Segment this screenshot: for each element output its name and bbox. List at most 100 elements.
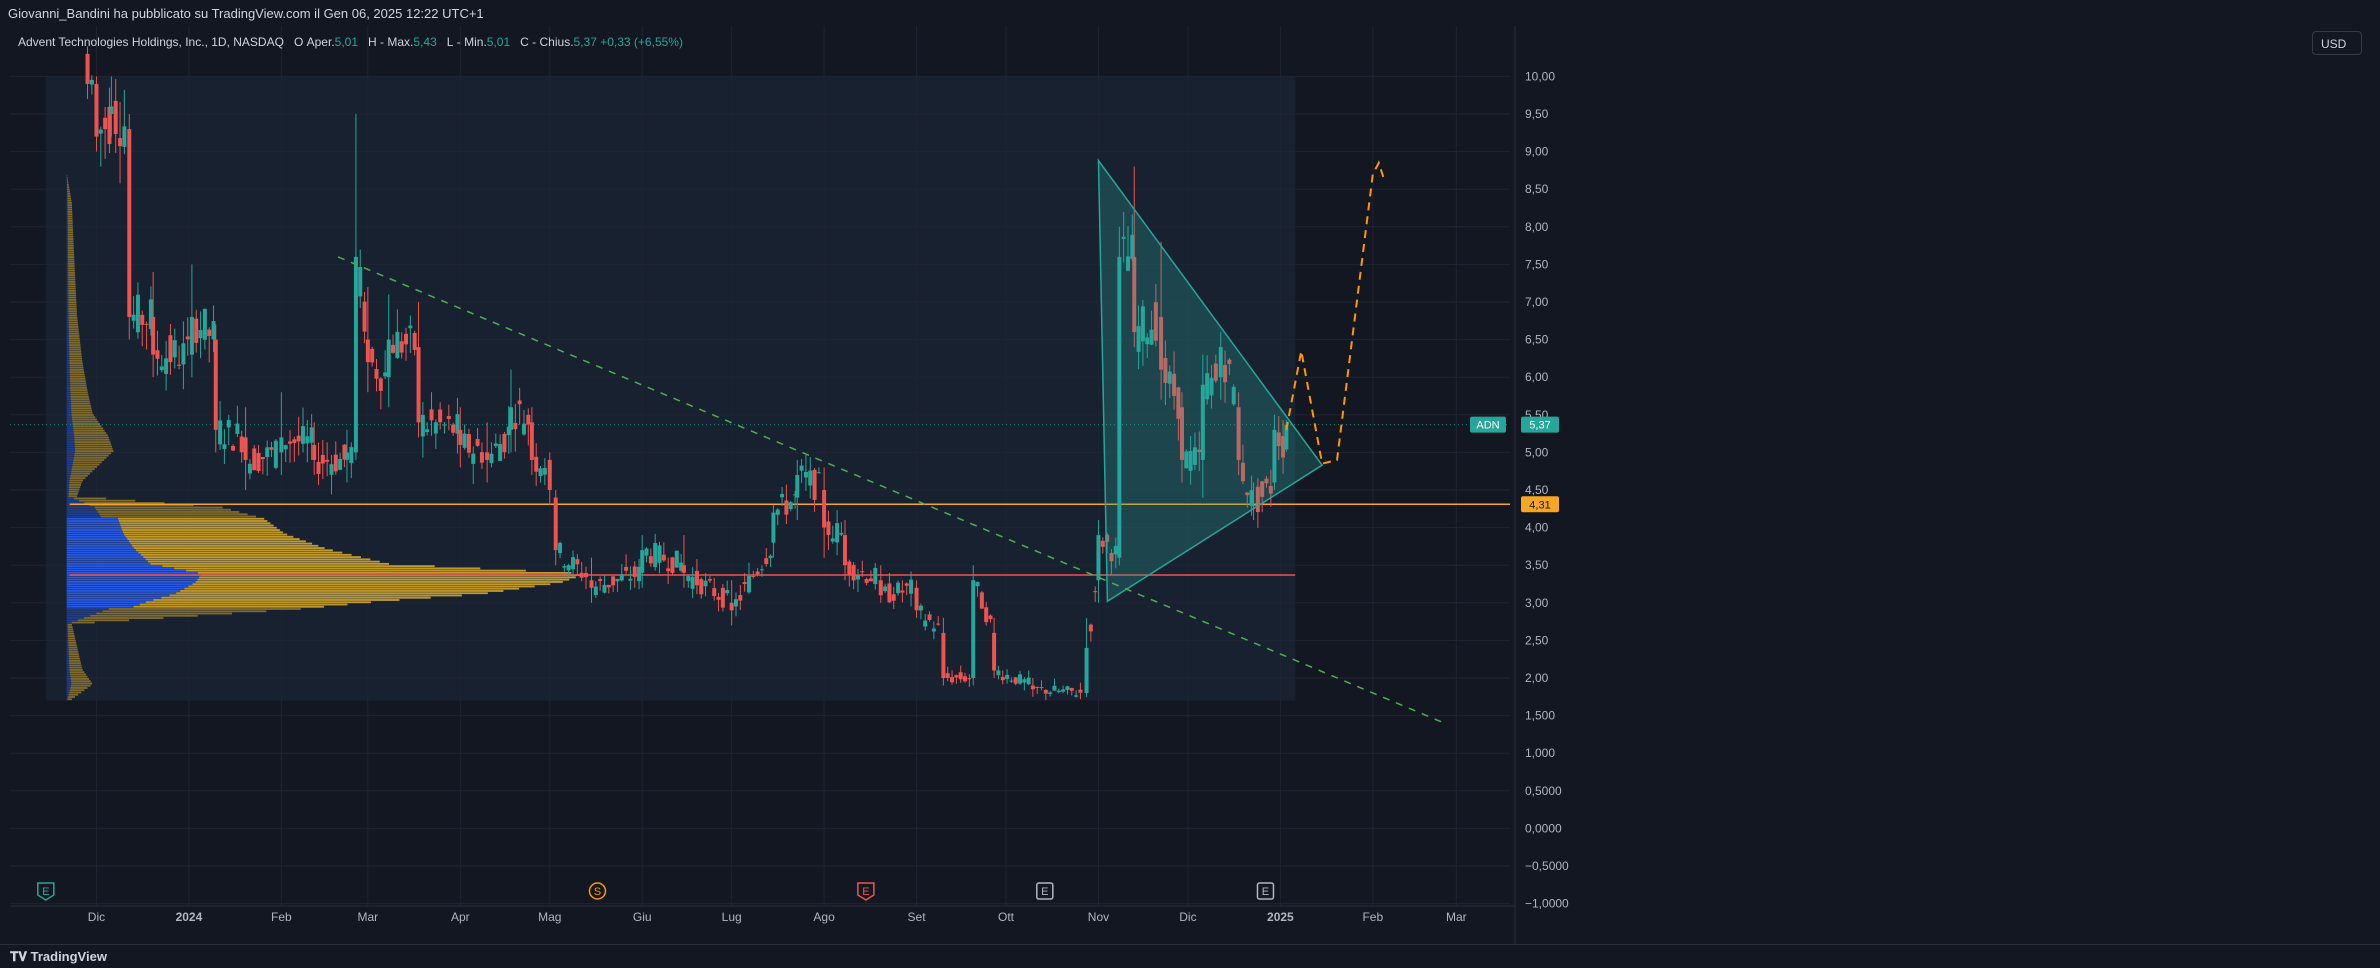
candle-body bbox=[892, 594, 896, 600]
volume-profile-bar-sell bbox=[70, 671, 84, 673]
candle-body bbox=[109, 106, 113, 114]
volume-profile-bar-sell bbox=[68, 222, 73, 224]
volume-profile-bar-buy bbox=[67, 362, 70, 364]
volume-profile-bar-sell bbox=[132, 545, 318, 547]
candle-body bbox=[430, 409, 434, 420]
candle-body bbox=[1040, 687, 1044, 688]
volume-profile-bar-sell bbox=[69, 344, 80, 346]
volume-profile-bar-buy bbox=[67, 464, 73, 466]
low-prefix: Min. bbox=[464, 35, 487, 49]
volume-profile-bar-buy bbox=[67, 234, 68, 236]
volume-profile-bar-sell bbox=[69, 653, 79, 655]
volume-profile-bar-buy bbox=[67, 209, 68, 211]
volume-profile-bar-buy bbox=[67, 543, 131, 545]
volume-profile-bar-buy bbox=[67, 213, 68, 215]
candle-body bbox=[708, 579, 712, 581]
volume-profile-bar-buy bbox=[67, 651, 69, 653]
volume-profile-bar-buy bbox=[67, 401, 71, 403]
volume-profile-bar-buy bbox=[67, 579, 198, 581]
y-tick-label: 4,00 bbox=[1525, 521, 1549, 535]
candle-body bbox=[860, 571, 864, 572]
candle-body bbox=[438, 410, 442, 423]
volume-profile-bar-sell bbox=[153, 599, 399, 601]
candle-body bbox=[518, 401, 522, 405]
volume-profile-bar-sell bbox=[70, 479, 83, 481]
candle-body bbox=[804, 472, 808, 478]
candle-body bbox=[305, 436, 309, 443]
low-letter: L bbox=[447, 35, 454, 49]
volume-profile-bar-buy bbox=[67, 615, 91, 617]
volume-profile-bar-sell bbox=[134, 547, 325, 549]
volume-profile-bar-sell bbox=[71, 394, 89, 396]
volume-profile-bar-buy bbox=[67, 227, 68, 229]
volume-profile-bar-buy bbox=[67, 538, 128, 540]
candle-body bbox=[310, 427, 314, 442]
volume-profile-bar-buy bbox=[67, 676, 71, 678]
y-tick-label: 2,50 bbox=[1525, 633, 1549, 647]
volume-profile-bar-buy bbox=[67, 270, 68, 272]
candle-body bbox=[633, 567, 637, 577]
volume-profile-bar-sell bbox=[134, 606, 324, 608]
volume-profile-bar-buy bbox=[67, 556, 144, 558]
currency-selector[interactable]: USD bbox=[2312, 31, 2362, 55]
volume-profile-bar-buy bbox=[67, 432, 74, 434]
volume-profile-bar-buy bbox=[67, 549, 136, 551]
candle-body bbox=[808, 471, 812, 486]
volume-profile-bar-sell bbox=[68, 644, 76, 646]
volume-profile-bar-sell bbox=[70, 376, 85, 378]
volume-profile-bar-buy bbox=[67, 326, 69, 328]
volume-profile-bar-sell bbox=[122, 529, 280, 531]
candle-body bbox=[771, 513, 775, 543]
volume-profile-bar-sell bbox=[68, 249, 74, 251]
candle-body bbox=[498, 444, 502, 461]
candle-body bbox=[395, 332, 399, 358]
volume-profile-bar-buy bbox=[67, 683, 72, 685]
x-tick-label: 2024 bbox=[176, 910, 203, 924]
volume-profile-bar-buy bbox=[67, 470, 72, 472]
volume-profile-bar-sell bbox=[99, 513, 247, 515]
candle-body bbox=[160, 366, 164, 370]
volume-profile-bar-sell bbox=[69, 313, 77, 315]
candle-body bbox=[383, 372, 387, 376]
volume-profile-bar-sell bbox=[68, 290, 76, 292]
volume-profile-bar-sell bbox=[118, 518, 264, 520]
volume-profile-bar-sell bbox=[67, 179, 68, 181]
volume-profile-bar-sell bbox=[69, 360, 82, 362]
candle-body bbox=[909, 580, 913, 594]
price-chart[interactable]: 10,009,509,008,508,007,507,006,506,005,5… bbox=[10, 26, 2378, 944]
candle-body bbox=[734, 599, 738, 606]
volume-profile-bar-buy bbox=[67, 509, 97, 511]
volume-profile-bar-buy bbox=[67, 698, 68, 700]
x-tick-label: Lug bbox=[722, 910, 742, 924]
volume-profile-bar-sell bbox=[70, 477, 85, 479]
volume-profile-bar-sell bbox=[136, 549, 333, 551]
volume-profile-bar-buy bbox=[67, 599, 154, 601]
volume-profile-bar-sell bbox=[68, 245, 74, 247]
volume-profile-bar-sell bbox=[69, 355, 81, 357]
volume-profile-bar-buy bbox=[67, 692, 70, 694]
candle-body bbox=[375, 369, 379, 379]
volume-profile-bar-sell bbox=[69, 664, 81, 666]
y-tick-label: 7,50 bbox=[1525, 257, 1549, 271]
volume-profile-bar-sell bbox=[68, 200, 72, 202]
volume-profile-bar-sell bbox=[68, 229, 73, 231]
x-tick-label: Mag bbox=[538, 910, 561, 924]
candle-body bbox=[946, 673, 950, 678]
candle-body bbox=[1052, 686, 1056, 691]
volume-profile-bar-buy bbox=[67, 322, 69, 324]
volume-profile-bar-buy bbox=[67, 455, 75, 457]
volume-profile-bar-sell bbox=[68, 292, 76, 294]
candle-body bbox=[194, 319, 198, 343]
volume-profile-bar-sell bbox=[109, 608, 301, 610]
candle-body bbox=[379, 378, 383, 390]
candle-body bbox=[869, 578, 873, 581]
volume-profile-bar-buy bbox=[67, 583, 193, 585]
volume-profile-bar-sell bbox=[75, 443, 111, 445]
volume-profile-bar-sell bbox=[69, 342, 80, 344]
volume-profile-bar-sell bbox=[198, 572, 572, 574]
volume-profile-bar-sell bbox=[74, 437, 109, 439]
candle-body bbox=[584, 573, 588, 577]
volume-profile-bar-sell bbox=[69, 655, 79, 657]
volume-profile-bar-buy bbox=[67, 367, 70, 369]
